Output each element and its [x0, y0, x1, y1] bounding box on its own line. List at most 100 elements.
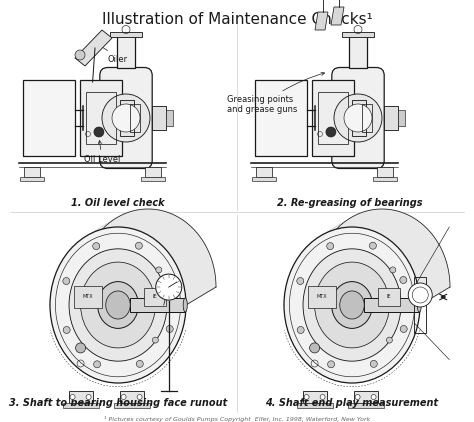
- Bar: [318, 92, 348, 144]
- Bar: [378, 288, 400, 306]
- Text: 1. Oil level check: 1. Oil level check: [71, 198, 165, 208]
- Ellipse shape: [332, 281, 373, 328]
- Text: MTX: MTX: [317, 294, 327, 299]
- Bar: [377, 167, 393, 177]
- Circle shape: [166, 276, 173, 284]
- Ellipse shape: [303, 249, 401, 361]
- Bar: [110, 32, 142, 36]
- Circle shape: [121, 395, 126, 400]
- Ellipse shape: [106, 291, 130, 319]
- Text: Illustration of Maintenance Checks¹: Illustration of Maintenance Checks¹: [101, 12, 373, 27]
- Ellipse shape: [81, 262, 155, 348]
- FancyBboxPatch shape: [332, 68, 384, 168]
- Text: Greasing points
and grease guns: Greasing points and grease guns: [227, 72, 325, 114]
- Bar: [119, 391, 144, 403]
- Text: MTX: MTX: [82, 294, 93, 299]
- Bar: [141, 177, 165, 181]
- Circle shape: [310, 343, 319, 353]
- Text: Oil Level: Oil Level: [84, 141, 120, 164]
- Bar: [86, 92, 116, 144]
- Circle shape: [297, 327, 304, 333]
- Bar: [145, 167, 161, 177]
- Circle shape: [102, 94, 150, 142]
- Circle shape: [156, 267, 162, 273]
- Bar: [144, 288, 166, 306]
- Polygon shape: [315, 12, 328, 30]
- Bar: [256, 167, 272, 177]
- Bar: [166, 110, 173, 126]
- Bar: [414, 277, 426, 333]
- Bar: [312, 80, 354, 156]
- Bar: [297, 403, 333, 408]
- Circle shape: [63, 327, 70, 333]
- Bar: [69, 391, 92, 403]
- Circle shape: [75, 50, 85, 60]
- Bar: [130, 298, 185, 312]
- Bar: [347, 403, 383, 408]
- Circle shape: [400, 276, 407, 284]
- Bar: [252, 177, 276, 181]
- Circle shape: [137, 395, 142, 400]
- Bar: [349, 35, 367, 68]
- Text: Oiler: Oiler: [95, 43, 128, 64]
- Bar: [120, 100, 134, 136]
- Bar: [23, 80, 75, 156]
- Bar: [308, 286, 336, 308]
- Circle shape: [328, 361, 335, 368]
- Ellipse shape: [284, 227, 420, 383]
- Ellipse shape: [50, 227, 186, 383]
- Bar: [362, 104, 372, 132]
- Bar: [152, 106, 166, 130]
- Bar: [63, 403, 99, 408]
- Bar: [24, 167, 40, 177]
- Polygon shape: [284, 209, 450, 305]
- Text: 4. Shaft end play measurement: 4. Shaft end play measurement: [265, 398, 438, 408]
- Polygon shape: [75, 30, 112, 66]
- Ellipse shape: [417, 298, 421, 312]
- Bar: [373, 177, 397, 181]
- Ellipse shape: [98, 281, 138, 328]
- Ellipse shape: [315, 262, 390, 348]
- Ellipse shape: [340, 291, 364, 319]
- Circle shape: [390, 267, 396, 273]
- Text: IE: IE: [386, 294, 391, 299]
- Circle shape: [63, 278, 70, 284]
- FancyBboxPatch shape: [100, 68, 152, 168]
- Circle shape: [370, 360, 377, 368]
- Text: 3. Shaft to bearing housing face runout: 3. Shaft to bearing housing face runout: [9, 398, 227, 408]
- Circle shape: [400, 325, 407, 333]
- Circle shape: [304, 395, 309, 400]
- Text: 2. Re-greasing of bearings: 2. Re-greasing of bearings: [277, 198, 423, 208]
- Polygon shape: [331, 7, 344, 25]
- Circle shape: [137, 360, 143, 368]
- Bar: [117, 35, 135, 68]
- Text: IE: IE: [153, 294, 157, 299]
- Bar: [20, 177, 44, 181]
- Circle shape: [408, 283, 432, 307]
- Circle shape: [344, 104, 372, 132]
- Bar: [398, 110, 405, 126]
- Text: ¹ Pictures courtesy of Goulds Pumps Copyright  Elfer, Inc. 1998, Waterford, New : ¹ Pictures courtesy of Goulds Pumps Copy…: [104, 416, 370, 422]
- Circle shape: [166, 325, 173, 333]
- Circle shape: [70, 395, 75, 400]
- Circle shape: [355, 395, 360, 400]
- Circle shape: [371, 395, 376, 400]
- Bar: [114, 403, 150, 408]
- Bar: [130, 104, 140, 132]
- Circle shape: [86, 395, 91, 400]
- Circle shape: [326, 127, 336, 137]
- Bar: [302, 391, 327, 403]
- Circle shape: [386, 337, 392, 343]
- Ellipse shape: [183, 298, 187, 312]
- Circle shape: [369, 242, 376, 249]
- Circle shape: [156, 274, 182, 300]
- Circle shape: [136, 242, 142, 249]
- Bar: [352, 100, 366, 136]
- Ellipse shape: [69, 249, 167, 361]
- Bar: [384, 106, 398, 130]
- Circle shape: [94, 127, 104, 137]
- Circle shape: [112, 104, 140, 132]
- Circle shape: [297, 278, 304, 284]
- Bar: [80, 80, 122, 156]
- Circle shape: [93, 361, 100, 368]
